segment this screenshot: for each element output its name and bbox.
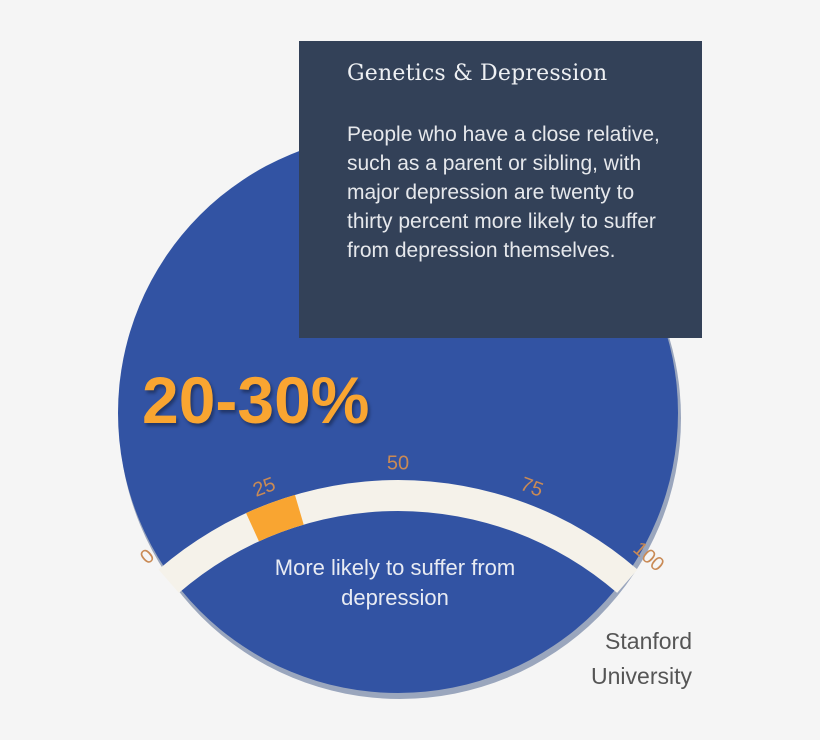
gauge-caption: More likely to suffer from depression [274,555,516,610]
card-title: Genetics & Depression [347,61,608,86]
source-label: Stanford University [591,628,692,689]
gauge-highlight-marker [246,494,304,542]
gauge-tick-label: 50 [387,452,409,474]
headline-percentage: 20-30% [142,363,370,437]
card-body: People who have a close relative, such a… [347,123,660,262]
info-card: Genetics & Depression People who have a … [299,41,702,338]
